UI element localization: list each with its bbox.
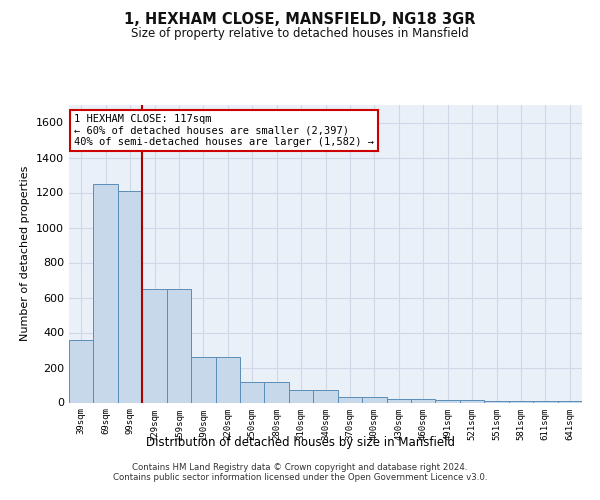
Bar [362, 397, 386, 402]
Bar [118, 190, 142, 402]
Bar [265, 382, 289, 402]
Bar [94, 184, 118, 402]
Bar [69, 340, 94, 402]
Bar [411, 399, 436, 402]
Text: Size of property relative to detached houses in Mansfield: Size of property relative to detached ho… [131, 28, 469, 40]
Bar [484, 401, 509, 402]
Text: Contains HM Land Registry data © Crown copyright and database right 2024.
Contai: Contains HM Land Registry data © Crown c… [113, 463, 487, 482]
Bar [240, 382, 265, 402]
Bar [142, 289, 167, 403]
Bar [313, 390, 338, 402]
Bar [436, 400, 460, 402]
Text: 1 HEXHAM CLOSE: 117sqm
← 60% of detached houses are smaller (2,397)
40% of semi-: 1 HEXHAM CLOSE: 117sqm ← 60% of detached… [74, 114, 374, 147]
Text: Distribution of detached houses by size in Mansfield: Distribution of detached houses by size … [146, 436, 455, 449]
Bar [167, 289, 191, 403]
Bar [460, 400, 484, 402]
Bar [191, 357, 215, 403]
Text: 1, HEXHAM CLOSE, MANSFIELD, NG18 3GR: 1, HEXHAM CLOSE, MANSFIELD, NG18 3GR [124, 12, 476, 28]
Y-axis label: Number of detached properties: Number of detached properties [20, 166, 31, 342]
Bar [289, 390, 313, 402]
Bar [215, 357, 240, 403]
Bar [386, 399, 411, 402]
Bar [533, 401, 557, 402]
Bar [509, 401, 533, 402]
Bar [338, 397, 362, 402]
Bar [557, 401, 582, 402]
